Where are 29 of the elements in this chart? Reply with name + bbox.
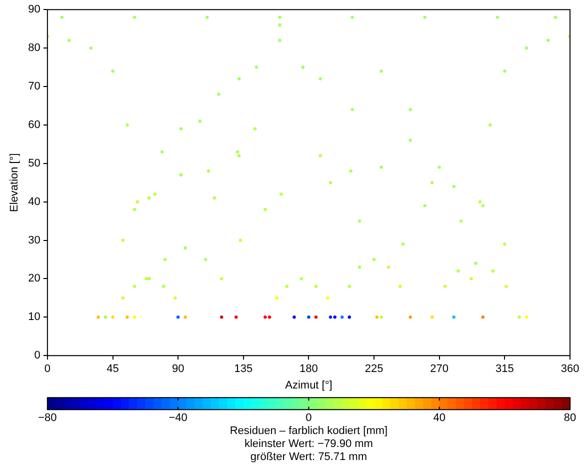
y-tick-label: 40: [28, 196, 40, 208]
x-tick-label: 90: [172, 363, 184, 376]
x-tick-label: 45: [106, 363, 119, 376]
y-tick-label: 10: [28, 311, 40, 324]
y-tick-label: 20: [28, 272, 40, 285]
x-tick-label: 315: [496, 363, 514, 376]
y-tick-label: 50: [28, 157, 40, 170]
y-axis-title: Elevation [°]: [8, 153, 21, 212]
y-tick-label: 80: [28, 42, 40, 54]
y-tick-label: 0: [34, 350, 40, 362]
x-tick-label: 0: [44, 363, 50, 376]
text: kleinster Wert: −79.90 mm: [244, 438, 373, 450]
y-tick-label: 70: [28, 80, 40, 93]
y-tick-label: 90: [28, 4, 40, 16]
text: größter Wert: 75.71 mm: [250, 451, 367, 464]
y-tick-label: 60: [28, 118, 40, 131]
color-bar-label: −40: [168, 412, 188, 424]
y-tick-label: 30: [28, 234, 40, 246]
color-bar-title: Residuen – farblich kodiert [mm]: [230, 425, 388, 438]
color-bar-label: 40: [433, 412, 446, 424]
x-axis-title: Azimut [°]: [285, 379, 332, 392]
color-bar-label: 0: [306, 412, 312, 424]
color-bar-label: 80: [564, 412, 576, 424]
x-tick-label: 270: [430, 363, 449, 376]
x-tick-label: 225: [364, 363, 384, 376]
color-bar-label: −80: [38, 412, 57, 424]
x-tick-label: 360: [560, 363, 580, 376]
x-tick-label: 135: [234, 363, 253, 376]
x-tick-label: 180: [300, 363, 318, 376]
